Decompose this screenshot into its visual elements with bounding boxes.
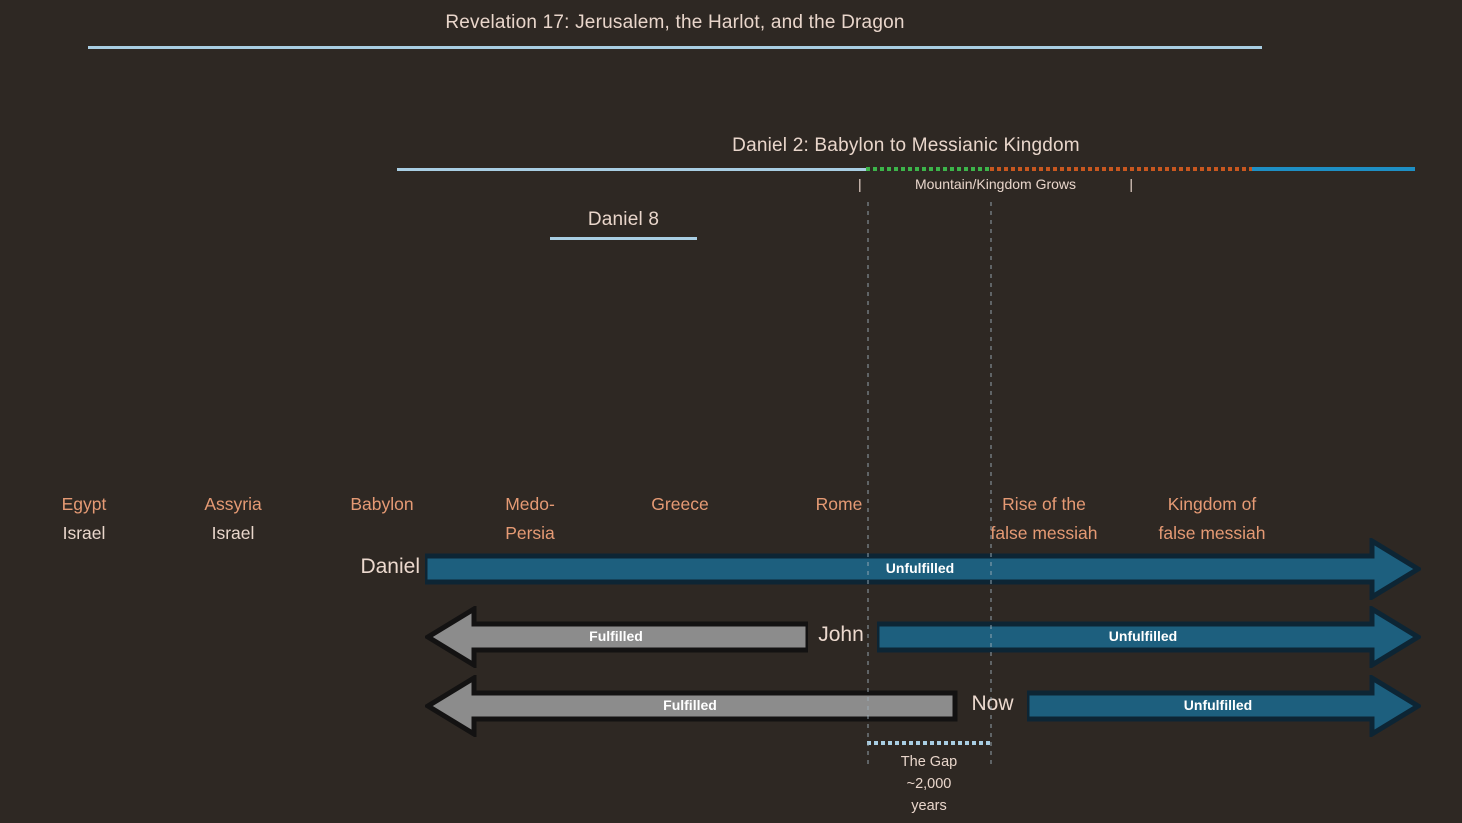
gap-caption-line3: years: [911, 798, 947, 814]
daniel2-orange-dotted-segment: [990, 167, 1252, 171]
daniel-unfulfilled-arrow: [425, 538, 1421, 600]
john-fulfilled-arrow: [425, 606, 808, 668]
kingdom-label-assyria: Assyria Israel: [133, 490, 333, 548]
kingdom-egypt-line1: Egypt: [61, 494, 107, 514]
gap-dotted-line: [867, 741, 991, 745]
now-unfulfilled-text: Unfulfilled: [1183, 697, 1253, 713]
gap-caption-line2: ~2,000: [906, 776, 952, 792]
kingdom-label-greece: Greece: [580, 490, 780, 519]
daniel8-timeline-bar: [550, 237, 697, 240]
daniel2-green-dotted-segment: [866, 167, 990, 171]
kingdom-medo-line2: Persia: [505, 523, 555, 543]
kingdom-babylon-line1: Babylon: [350, 494, 414, 514]
mountain-left-pipe: |: [858, 176, 862, 192]
now-row-label: Now: [971, 692, 1014, 715]
kingdom-rise-line1: Rise of the: [1002, 494, 1086, 514]
now-fulfilled-arrow: [425, 675, 958, 737]
mountain-kingdom-grows-row: | Mountain/Kingdom Grows |: [858, 176, 1133, 192]
john-unfulfilled-text: Unfulfilled: [1108, 628, 1178, 644]
kingdom-label-rise-false-messiah: Rise of the false messiah: [944, 490, 1144, 548]
kingdom-egypt-line2: Israel: [62, 523, 106, 543]
kingdom-label-medo-persia: Medo- Persia: [430, 490, 630, 548]
gap-caption-line1: The Gap: [900, 754, 958, 770]
mountain-label: Mountain/Kingdom Grows: [914, 176, 1077, 192]
john-unfulfilled-arrow: [877, 606, 1421, 668]
kingdom-medo-line1: Medo-: [505, 494, 555, 514]
revelation17-title: Revelation 17: Jerusalem, the Harlot, an…: [445, 12, 905, 33]
kingdom-kfm-line1: Kingdom of: [1167, 494, 1257, 514]
daniel-row-label: Daniel: [360, 555, 420, 578]
kingdom-rise-line2: false messiah: [990, 523, 1098, 543]
mountain-right-pipe: |: [1129, 176, 1133, 192]
kingdom-rome-line1: Rome: [815, 494, 863, 514]
now-unfulfilled-arrow: [1027, 675, 1421, 737]
kingdom-kfm-line2: false messiah: [1158, 523, 1266, 543]
kingdom-assyria-line2: Israel: [211, 523, 255, 543]
now-fulfilled-text: Fulfilled: [663, 697, 717, 713]
kingdom-label-rome: Rome: [739, 490, 939, 519]
john-row-label: John: [818, 623, 864, 646]
daniel2-fulfilled-segment: [397, 168, 866, 171]
kingdom-greece-line1: Greece: [651, 494, 709, 514]
gap-caption: The Gap ~2,000 years: [867, 751, 991, 817]
kingdom-label-kingdom-false-messiah: Kingdom of false messiah: [1112, 490, 1312, 548]
kingdom-label-egypt: Egypt Israel: [0, 490, 184, 548]
gap-left-guide-line: [867, 202, 869, 768]
revelation17-timeline-bar: [88, 46, 1262, 49]
daniel-unfulfilled-text: Unfulfilled: [885, 560, 955, 576]
kingdom-assyria-line1: Assyria: [204, 494, 262, 514]
daniel2-title: Daniel 2: Babylon to Messianic Kingdom: [732, 135, 1080, 156]
gap-right-guide-line: [990, 202, 992, 768]
kingdom-label-babylon: Babylon: [282, 490, 482, 519]
daniel2-future-segment: [1252, 167, 1415, 171]
john-fulfilled-text: Fulfilled: [589, 628, 643, 644]
daniel8-title: Daniel 8: [587, 209, 660, 230]
